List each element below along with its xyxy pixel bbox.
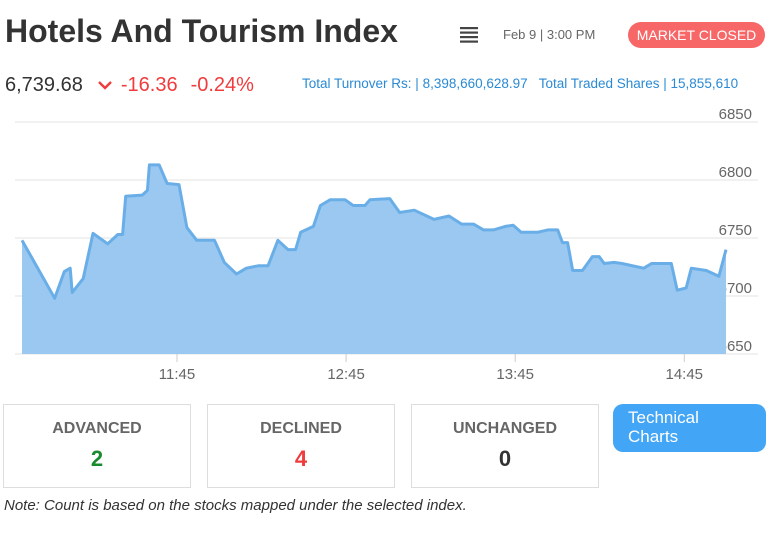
count-box: ADVANCED 2 <box>3 404 191 488</box>
index-change-percent: -0.24% <box>190 73 254 96</box>
count-label: UNCHANGED <box>453 420 557 437</box>
count-value: 2 <box>90 446 104 471</box>
count-value: 4 <box>294 446 308 471</box>
x-tick-label: 12:45 <box>327 366 365 383</box>
count-box: DECLINED 4 <box>207 404 395 488</box>
timestamp: Feb 9 | 3:00 PM <box>503 27 596 42</box>
market-status: MARKET CLOSED <box>628 22 765 48</box>
turnover: 8,398,660,628.97 <box>422 76 528 91</box>
y-tick-label: 6800 <box>719 164 752 181</box>
chart: 6650 6700 6750 6800 6850 11:45 12:45 13:45 14:45 <box>15 106 758 383</box>
date: Feb 9 <box>503 27 537 42</box>
down-arrow <box>98 81 112 90</box>
shares: 15,855,610 <box>670 76 739 91</box>
note: Note: Count is based on the stocks mappe… <box>4 497 467 514</box>
x-tick-label: 14:45 <box>665 366 703 383</box>
x-tick-label: 13:45 <box>496 366 534 383</box>
price-line <box>20 163 728 300</box>
count-value: 0 <box>498 446 512 471</box>
area-fill <box>22 164 726 354</box>
technical-charts-button[interactable]: Technical Charts <box>613 404 766 452</box>
index-change: -16.36 <box>120 73 178 96</box>
index-title: Hotels And Tourism Index <box>5 13 398 49</box>
index-value: 6,739.68 <box>5 73 83 96</box>
turnover-label: Total Turnover Rs: <box>302 76 412 91</box>
count-label: ADVANCED <box>52 420 142 437</box>
y-tick-label: 6850 <box>719 106 752 123</box>
y-tick-label: 6750 <box>719 222 752 239</box>
count-box: UNCHANGED 0 <box>411 404 599 488</box>
index-summary: 6,739.68 -16.36 -0.24% <box>5 72 254 98</box>
menu-icon[interactable] <box>460 27 478 43</box>
shares-label: Total Traded Shares <box>538 76 660 91</box>
y-tick-label: 6650 <box>719 338 752 355</box>
time: 3:00 PM <box>546 27 596 42</box>
y-tick-label: 6700 <box>719 280 752 297</box>
turnover-info: Total Turnover Rs: | 8,398,660,628.97 To… <box>302 76 739 91</box>
count-label: DECLINED <box>260 420 342 437</box>
x-tick-label: 11:45 <box>159 366 195 383</box>
